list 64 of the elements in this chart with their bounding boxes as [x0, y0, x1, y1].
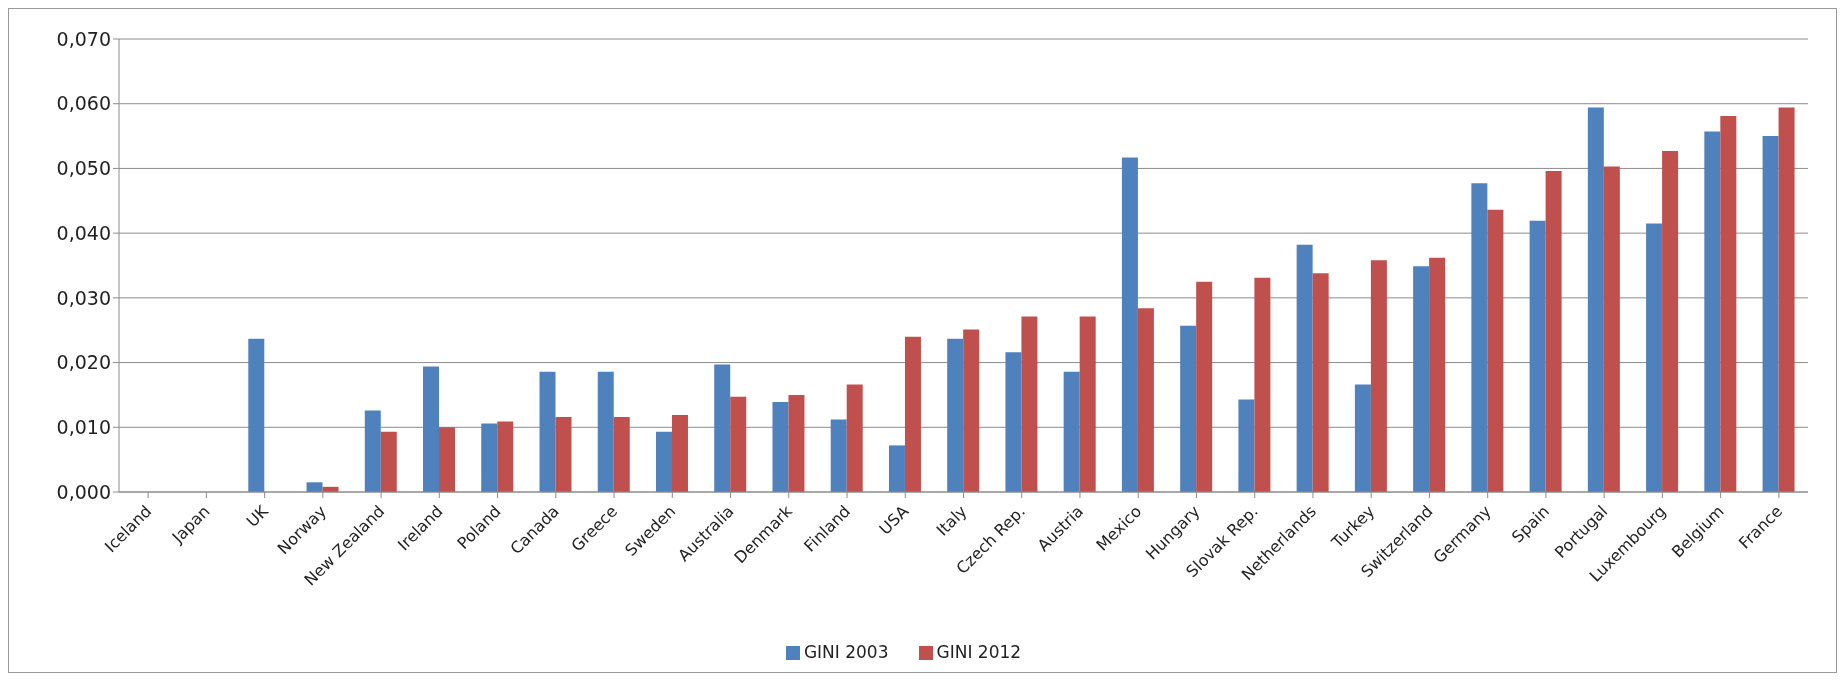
bar [1370, 260, 1387, 492]
bar [555, 416, 572, 492]
bar [497, 421, 514, 492]
bar [248, 338, 265, 492]
bar [364, 410, 381, 492]
bar [539, 371, 556, 492]
bar [1529, 220, 1546, 492]
x-tick-label: UK [242, 501, 273, 531]
bar [888, 445, 905, 492]
bar [1121, 157, 1138, 492]
bar [1429, 257, 1446, 492]
y-tick-label: 0,010 [56, 416, 111, 439]
bar [1312, 273, 1329, 492]
bar [947, 338, 964, 492]
bar [1196, 281, 1213, 492]
bar [1587, 107, 1604, 492]
y-tick-label: 0,040 [56, 221, 111, 244]
bar [481, 423, 498, 492]
bar [1137, 308, 1154, 492]
bar [1021, 316, 1038, 492]
bar [904, 336, 921, 492]
bar [1704, 131, 1721, 492]
bar [671, 414, 688, 492]
bar [963, 329, 980, 492]
bar [1487, 209, 1504, 492]
bar [772, 402, 789, 492]
y-tick-label: 0,070 [56, 27, 111, 50]
bar [423, 366, 440, 492]
bar [1762, 136, 1779, 492]
bar [1238, 399, 1255, 492]
bar [1079, 316, 1096, 492]
bar [1646, 223, 1663, 492]
bar [1180, 325, 1197, 492]
bar [1413, 266, 1430, 492]
bar [788, 394, 805, 492]
bar [1254, 277, 1271, 492]
bar [306, 482, 323, 492]
bar [597, 371, 614, 492]
bar [1296, 244, 1313, 492]
bar [1471, 183, 1488, 492]
bar [846, 384, 863, 492]
bar [439, 427, 456, 492]
bar [1545, 171, 1562, 492]
bar [655, 431, 672, 492]
bar [1720, 116, 1737, 492]
y-tick-label: 0,030 [56, 286, 111, 309]
bar [1778, 107, 1795, 492]
legend-label: GINI 2003 [803, 642, 889, 662]
bar [830, 419, 847, 492]
bar [1063, 371, 1080, 492]
y-tick-label: 0,060 [56, 92, 111, 115]
bar [1603, 166, 1620, 492]
bar [1354, 384, 1371, 492]
bar [613, 416, 630, 492]
x-tick-label: USA [875, 501, 913, 539]
y-tick-label: 0,020 [56, 351, 111, 374]
y-tick-label: 0,050 [56, 157, 111, 180]
bar [730, 396, 747, 492]
bar [380, 431, 397, 492]
y-tick-label: 0,000 [56, 480, 111, 503]
legend-label: GINI 2012 [936, 642, 1022, 662]
bar [1662, 150, 1679, 492]
bar [1005, 352, 1022, 492]
bar [714, 364, 731, 492]
